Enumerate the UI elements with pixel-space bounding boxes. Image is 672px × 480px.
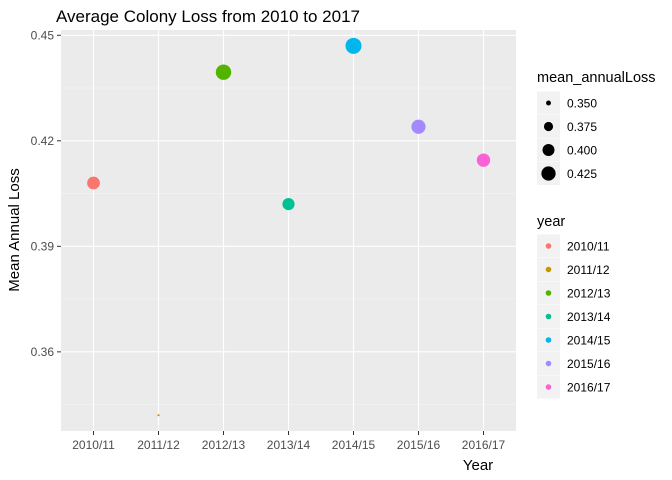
size-legend-swatch	[543, 121, 554, 132]
size-legend-label: 0.425	[567, 167, 597, 181]
x-axis: 2010/11 2011/12 2012/13 2013/14 2014/15 2015/…	[72, 431, 506, 452]
x-axis-label: Year	[463, 457, 493, 474]
color-legend-label: 2012/13	[567, 287, 611, 301]
color-legend-label: 2013/14	[567, 310, 611, 324]
y-tick-label: 0.39	[31, 239, 55, 253]
y-axis-label: Mean Annual Loss	[6, 168, 23, 291]
size-legend-label: 0.400	[567, 144, 597, 158]
color-legend-label: 2015/16	[567, 357, 611, 371]
data-points	[87, 37, 491, 417]
grid-lines	[61, 30, 516, 431]
y-tick-label: 0.42	[31, 134, 55, 148]
chart-title: Average Colony Loss from 2010 to 2017	[56, 7, 360, 26]
data-point	[87, 176, 100, 190]
color-legend-label: 2014/15	[567, 334, 611, 348]
size-legend-swatch	[546, 100, 551, 106]
color-legend-swatch	[545, 243, 552, 249]
color-legend-swatch	[545, 266, 552, 273]
x-tick-label: 2012/13	[202, 438, 246, 452]
color-legend-swatch	[545, 384, 552, 390]
x-tick-label: 2014/15	[332, 438, 376, 452]
color-legend-label: 2016/17	[567, 381, 611, 395]
size-legend-swatch	[541, 166, 556, 181]
color-legend-label: 2011/12	[567, 263, 610, 277]
color-legend-swatch	[545, 360, 552, 367]
size-legend-title: mean_annualLoss	[537, 70, 656, 86]
color-legend-swatch	[545, 313, 552, 320]
y-tick-label: 0.45	[31, 28, 55, 42]
data-point	[411, 119, 426, 134]
data-point	[345, 37, 362, 54]
color-legend: year 2010/11 2011/12 2012/13 2013/14 2014/15…	[537, 214, 611, 399]
data-point	[157, 414, 160, 417]
color-legend-swatch	[545, 337, 552, 343]
y-axis: 0.36 0.39 0.42 0.45	[31, 28, 61, 359]
y-tick-label: 0.36	[31, 345, 55, 359]
x-tick-label: 2015/16	[397, 438, 441, 452]
size-legend-label: 0.375	[567, 120, 597, 134]
data-point	[476, 153, 491, 167]
data-point	[215, 64, 232, 80]
data-point	[282, 198, 295, 211]
x-tick-label: 2013/14	[267, 438, 311, 452]
size-legend-label: 0.350	[567, 97, 597, 111]
size-legend-swatch	[542, 144, 555, 156]
color-legend-title: year	[537, 214, 565, 230]
color-legend-label: 2010/11	[567, 240, 610, 254]
x-tick-label: 2010/11	[72, 438, 115, 452]
x-tick-label: 2011/12	[137, 438, 180, 452]
size-legend: mean_annualLoss 0.350 0.375 0.400 0.425	[537, 70, 656, 185]
x-tick-label: 2016/17	[462, 438, 506, 452]
color-legend-swatch	[545, 290, 552, 296]
